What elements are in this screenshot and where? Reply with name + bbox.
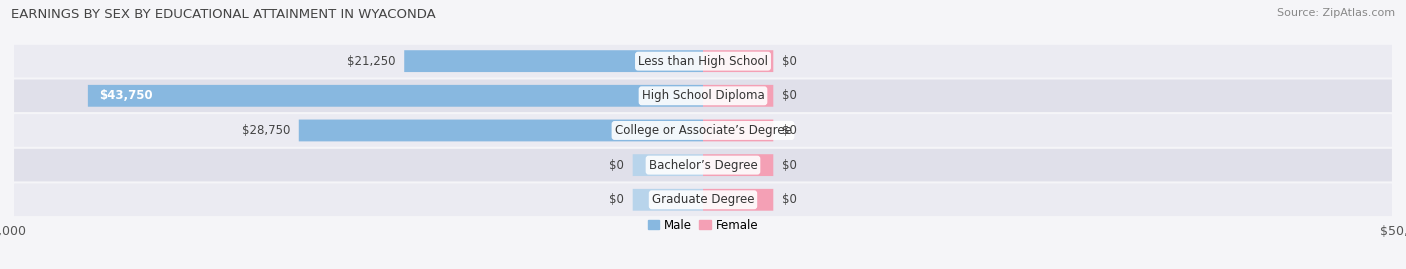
FancyBboxPatch shape <box>14 183 1392 216</box>
Text: Source: ZipAtlas.com: Source: ZipAtlas.com <box>1277 8 1395 18</box>
Text: $0: $0 <box>782 193 797 206</box>
Text: $21,250: $21,250 <box>347 55 396 68</box>
Text: EARNINGS BY SEX BY EDUCATIONAL ATTAINMENT IN WYACONDA: EARNINGS BY SEX BY EDUCATIONAL ATTAINMEN… <box>11 8 436 21</box>
FancyBboxPatch shape <box>87 85 703 107</box>
FancyBboxPatch shape <box>404 50 703 72</box>
FancyBboxPatch shape <box>703 85 773 107</box>
Legend: Male, Female: Male, Female <box>643 214 763 236</box>
FancyBboxPatch shape <box>14 45 1392 77</box>
FancyBboxPatch shape <box>633 189 703 211</box>
Text: Bachelor’s Degree: Bachelor’s Degree <box>648 159 758 172</box>
Text: College or Associate’s Degree: College or Associate’s Degree <box>614 124 792 137</box>
FancyBboxPatch shape <box>703 189 773 211</box>
Text: $0: $0 <box>782 55 797 68</box>
Text: High School Diploma: High School Diploma <box>641 89 765 102</box>
Text: $0: $0 <box>782 89 797 102</box>
Text: $28,750: $28,750 <box>242 124 290 137</box>
Text: $43,750: $43,750 <box>98 89 153 102</box>
Text: Graduate Degree: Graduate Degree <box>652 193 754 206</box>
FancyBboxPatch shape <box>703 154 773 176</box>
Text: $0: $0 <box>782 124 797 137</box>
FancyBboxPatch shape <box>14 114 1392 147</box>
FancyBboxPatch shape <box>703 50 773 72</box>
Text: Less than High School: Less than High School <box>638 55 768 68</box>
Text: $0: $0 <box>609 159 624 172</box>
FancyBboxPatch shape <box>633 154 703 176</box>
FancyBboxPatch shape <box>298 119 703 141</box>
FancyBboxPatch shape <box>14 80 1392 112</box>
FancyBboxPatch shape <box>14 149 1392 181</box>
Text: $0: $0 <box>782 159 797 172</box>
Text: $0: $0 <box>609 193 624 206</box>
FancyBboxPatch shape <box>703 119 773 141</box>
